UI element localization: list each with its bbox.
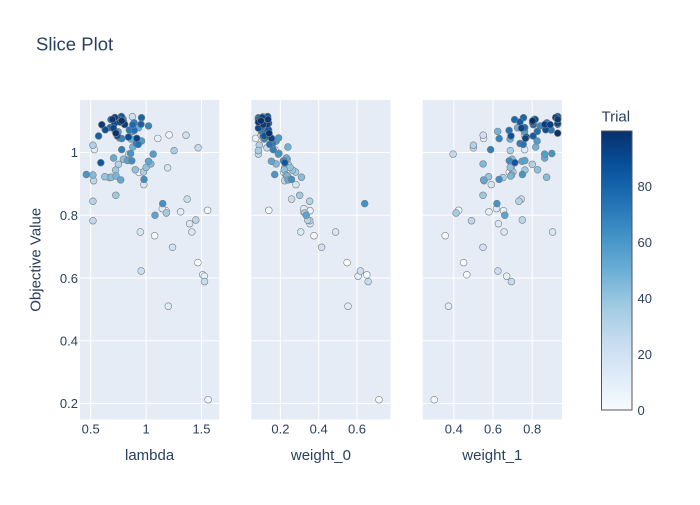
svg-text:20: 20 [638, 347, 652, 362]
svg-text:lambda: lambda [125, 447, 175, 464]
svg-text:1: 1 [142, 421, 149, 436]
svg-text:0.4: 0.4 [60, 334, 78, 349]
svg-text:1.5: 1.5 [192, 421, 210, 436]
svg-text:0.4: 0.4 [445, 421, 463, 436]
svg-text:weight_1: weight_1 [461, 447, 522, 464]
svg-text:60: 60 [638, 235, 652, 250]
svg-text:0.2: 0.2 [271, 421, 289, 436]
svg-text:0.6: 0.6 [348, 421, 366, 436]
svg-text:0.8: 0.8 [60, 208, 78, 223]
svg-text:Objective Value: Objective Value [27, 208, 44, 312]
svg-text:0.8: 0.8 [523, 421, 541, 436]
svg-text:weight_0: weight_0 [290, 447, 351, 464]
svg-text:Trial: Trial [602, 109, 631, 126]
svg-text:0.2: 0.2 [60, 396, 78, 411]
svg-text:1: 1 [71, 145, 78, 160]
svg-text:40: 40 [638, 291, 652, 306]
svg-text:Slice Plot: Slice Plot [36, 34, 113, 55]
svg-text:0.4: 0.4 [310, 421, 328, 436]
svg-text:0.6: 0.6 [484, 421, 502, 436]
svg-text:0.6: 0.6 [60, 271, 78, 286]
svg-text:0.5: 0.5 [82, 421, 100, 436]
svg-text:80: 80 [638, 179, 652, 194]
svg-text:0: 0 [638, 403, 645, 418]
